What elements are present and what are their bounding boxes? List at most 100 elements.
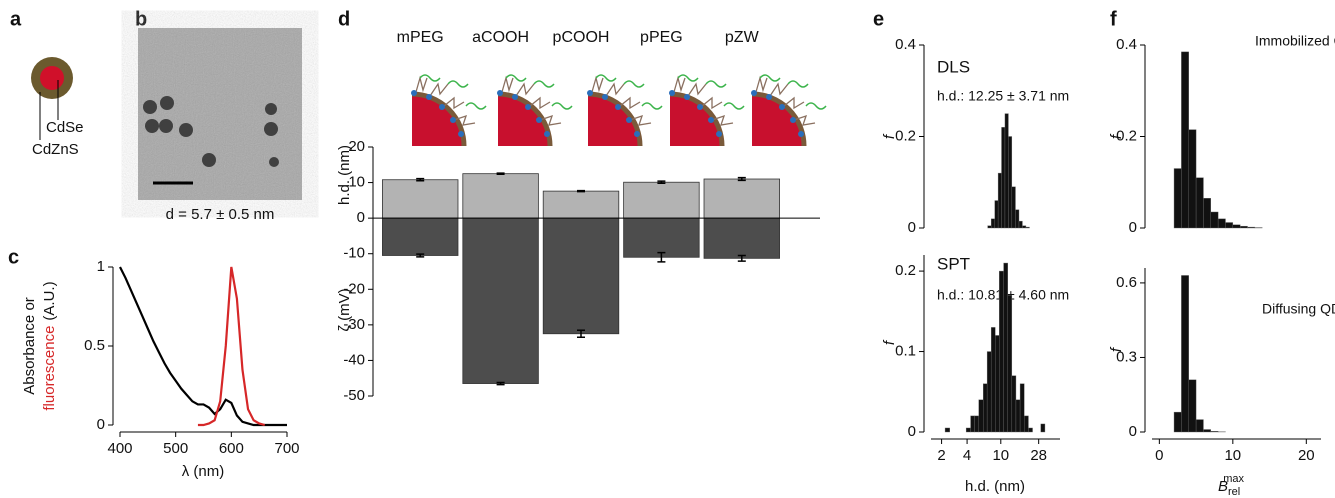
x-tick-label: 20 bbox=[1298, 447, 1315, 464]
y-tick-label: 0.4 bbox=[895, 36, 916, 53]
y-tick-label: 0.2 bbox=[895, 262, 916, 279]
histogram-bar bbox=[987, 225, 992, 229]
bar bbox=[542, 190, 620, 219]
label: CdZnS bbox=[32, 141, 79, 158]
histogram-bar bbox=[1173, 411, 1182, 433]
histogram-bar bbox=[965, 427, 971, 433]
y-axis-label-part: (A.U.) bbox=[41, 281, 58, 320]
bar bbox=[382, 179, 459, 219]
histogram-bar bbox=[1019, 383, 1025, 433]
y-axis-label: fluorescence (A.U.) bbox=[41, 281, 58, 410]
bar bbox=[623, 217, 700, 258]
category-label: pCOOH bbox=[553, 29, 610, 46]
y-tick-label: 0.1 bbox=[895, 343, 916, 360]
panel-label: c bbox=[8, 246, 19, 268]
y-axis-label-part: fluorescence bbox=[41, 326, 58, 411]
y-tick-label: 0.3 bbox=[1116, 348, 1137, 365]
y-tick-label: -50 bbox=[343, 387, 365, 404]
tem-image bbox=[138, 28, 302, 200]
qd-schematic bbox=[31, 57, 73, 140]
histogram-bar bbox=[1024, 415, 1029, 433]
y-axis-label: Absorbance or bbox=[21, 297, 38, 395]
y-tick-label: 0 bbox=[97, 416, 105, 433]
histogram-bar bbox=[1210, 431, 1219, 433]
x-tick-label: 500 bbox=[163, 440, 188, 457]
histogram-bar bbox=[1232, 224, 1241, 229]
histogram-bar bbox=[1007, 295, 1013, 433]
histogram-bar bbox=[944, 427, 950, 433]
histogram-bar bbox=[1210, 211, 1219, 229]
x-tick-label: 2 bbox=[937, 447, 945, 464]
histogram-bar bbox=[1188, 129, 1197, 229]
histogram-bar bbox=[994, 200, 999, 229]
error-bar bbox=[496, 381, 505, 386]
x-tick-label: 400 bbox=[107, 440, 132, 457]
histogram-bar bbox=[1173, 168, 1182, 229]
histogram-bar bbox=[1008, 136, 1013, 229]
histogram-bar bbox=[983, 383, 988, 433]
y-tick-label: -10 bbox=[343, 245, 365, 262]
y-tick-label: 0 bbox=[908, 423, 916, 440]
category-label: pPEG bbox=[640, 29, 683, 46]
annotation: SPT bbox=[937, 254, 970, 273]
y-tick-label: 0 bbox=[1129, 423, 1137, 440]
histogram-bar bbox=[1011, 375, 1017, 433]
histogram-bar bbox=[999, 270, 1004, 433]
annotation: Immobilized QDs bbox=[1255, 33, 1335, 49]
y-axis-label: f bbox=[881, 133, 898, 139]
histogram-bar bbox=[1195, 419, 1204, 433]
histogram-bar bbox=[1025, 226, 1030, 229]
histogram-bar bbox=[990, 327, 996, 433]
caption: d = 5.7 ± 0.5 nm bbox=[166, 206, 275, 223]
y-tick-label: 0.6 bbox=[1116, 274, 1137, 291]
y-tick-label: -30 bbox=[343, 316, 365, 333]
panel-label: a bbox=[10, 8, 22, 30]
y-tick-label: 0 bbox=[1129, 219, 1137, 236]
bar bbox=[703, 178, 780, 219]
histogram-bar bbox=[997, 172, 1002, 229]
annotation: Diffusing QDs bbox=[1262, 301, 1335, 317]
histogram-bar bbox=[1011, 186, 1016, 229]
ligand-illustrations bbox=[411, 75, 826, 146]
x-axis-label-part: B bbox=[1218, 478, 1228, 495]
annotation: h.d.: 12.25 ± 3.71 nm bbox=[937, 88, 1069, 104]
histogram-bar bbox=[990, 218, 996, 229]
x-tick-label: 700 bbox=[274, 440, 299, 457]
bar bbox=[462, 173, 539, 219]
histogram-bar bbox=[1018, 220, 1023, 229]
error-bar bbox=[657, 180, 666, 185]
line bbox=[119, 266, 287, 427]
y-axis-label: ζ (mV) bbox=[336, 288, 353, 331]
error-bar bbox=[577, 189, 585, 193]
bar bbox=[623, 181, 700, 219]
category-label: aCOOH bbox=[472, 29, 529, 46]
y-axis-label: h.d. (nm) bbox=[336, 145, 353, 205]
error-bar bbox=[737, 254, 746, 262]
y-tick-label: -20 bbox=[343, 280, 365, 297]
x-axis-label: λ (nm) bbox=[182, 463, 225, 480]
x-tick-label: 0 bbox=[1155, 447, 1163, 464]
y-tick-label: 20 bbox=[348, 138, 365, 155]
histogram-bar bbox=[1028, 427, 1033, 433]
histogram-bar bbox=[1188, 379, 1197, 433]
x-axis-label: Brelmax bbox=[1218, 473, 1245, 498]
histogram-bar bbox=[1040, 423, 1046, 433]
y-tick-label: 0.4 bbox=[1116, 36, 1137, 53]
y-tick-label: 0.2 bbox=[895, 127, 916, 144]
x-tick-label: 10 bbox=[1224, 447, 1241, 464]
histogram-bar bbox=[1203, 429, 1211, 433]
error-bar bbox=[577, 329, 585, 339]
histogram-bar bbox=[970, 415, 975, 433]
error-bar bbox=[737, 176, 746, 182]
x-axis-label-part: rel bbox=[1228, 486, 1240, 498]
histogram-bar bbox=[1203, 198, 1211, 229]
bar bbox=[462, 217, 539, 384]
histogram-bar bbox=[1217, 218, 1226, 229]
histogram-bar bbox=[995, 335, 1000, 433]
histogram-bar bbox=[1181, 51, 1189, 229]
histogram-bar bbox=[1247, 226, 1256, 229]
panel-label: e bbox=[873, 8, 884, 30]
error-bar bbox=[657, 251, 666, 263]
y-tick-label: 0 bbox=[357, 209, 365, 226]
